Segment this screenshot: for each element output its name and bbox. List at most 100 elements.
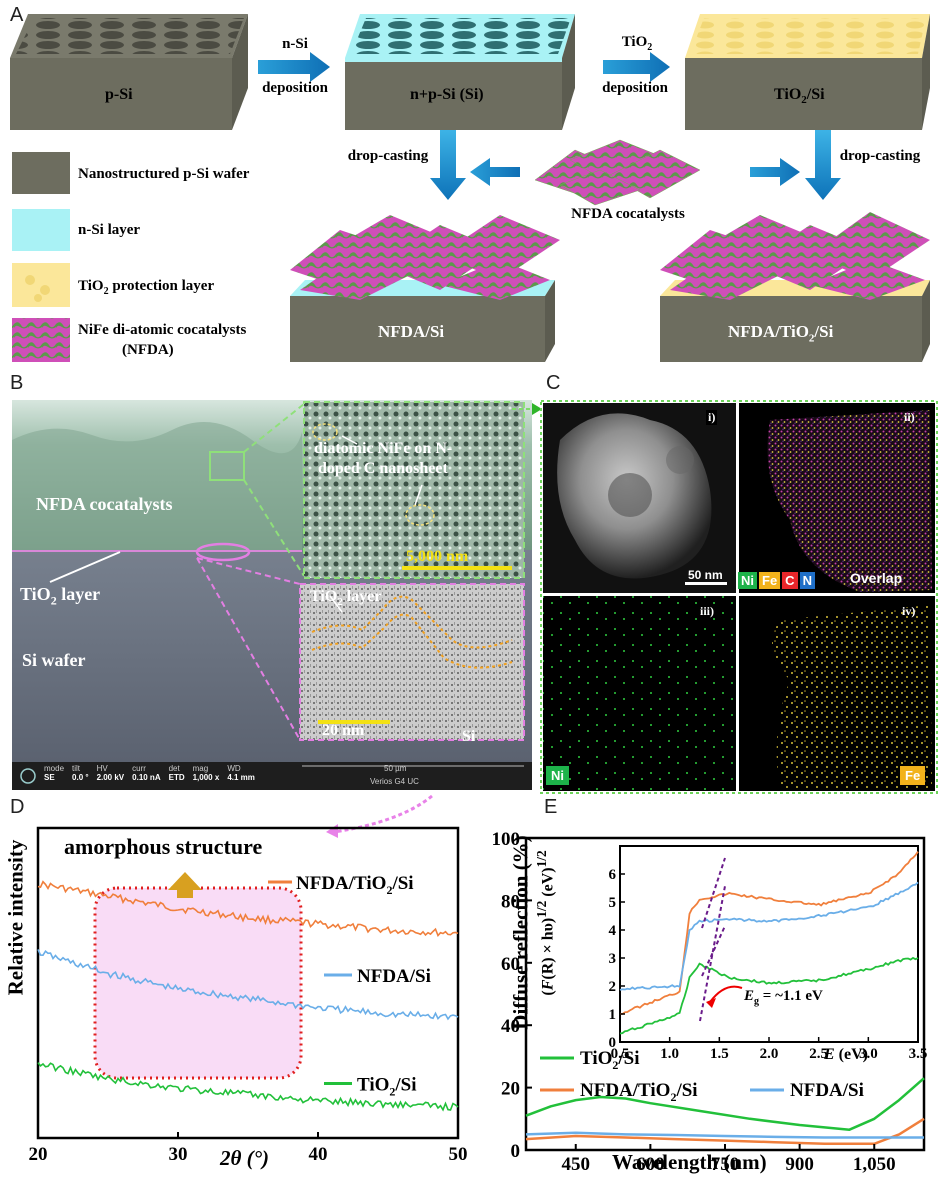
d-xtick-label: 50 <box>449 1144 468 1165</box>
inset-series-line <box>619 881 919 991</box>
inset-xlabel: E (eV) <box>824 1046 868 1063</box>
tile-i-label: i) <box>706 410 718 425</box>
d-xtick-label: 20 <box>29 1144 48 1165</box>
inset-ylabel: (F(R) × hυ)1/2 (eV)1/2 <box>534 850 557 996</box>
legend-swatch-nsi <box>12 209 70 251</box>
e-xtick-label: 900 <box>785 1154 814 1175</box>
element-legend: Ni Fe C N <box>738 572 815 589</box>
e-legend-label: TiO2/Si <box>580 1048 640 1072</box>
d-xtick-label: 40 <box>309 1144 328 1165</box>
inset-sem-top <box>303 401 525 579</box>
arrow-cat-right <box>750 158 800 186</box>
tile-ii-overlap: Overlap <box>850 570 903 586</box>
tile-i-scale: 50 nm <box>688 568 723 582</box>
arrow-nsi <box>258 52 330 82</box>
e-ytick-label: 80 <box>501 891 520 912</box>
sem-field-mode: mode SE <box>44 764 65 782</box>
d-legend-label: NFDA/Si <box>357 966 431 987</box>
e-ytick-label: 40 <box>501 1016 520 1037</box>
inset-top-line1: diatomic NiFe on N- <box>314 440 453 457</box>
label-tio2-layer: TiO2 layer <box>20 584 101 608</box>
block-nfda-tio2-si <box>660 212 930 362</box>
e-ytick-label: 60 <box>501 954 520 975</box>
inset-xtick-label: 1.5 <box>710 1046 729 1062</box>
e-xlabel: Wavelength (nm) <box>612 1150 767 1174</box>
sem-instrument: Verios G4 UC <box>370 777 419 786</box>
arrow-tio2-top: TiO2 <box>621 34 653 53</box>
dropcast-left-label: drop-casting <box>347 148 429 164</box>
sem-field-mag: mag 1,000 x <box>192 764 220 782</box>
inset-ytick-label: 1 <box>609 1007 617 1023</box>
element-ni: Ni <box>738 572 757 589</box>
element-fe: Fe <box>759 572 781 589</box>
d-series-line <box>37 880 459 938</box>
inset-ytick-label: 5 <box>609 895 617 911</box>
tile-iv-label: iv) <box>902 604 916 618</box>
e-ytick-label: 20 <box>501 1079 520 1100</box>
e-legend-label: NFDA/Si <box>790 1080 864 1101</box>
label-tio2-si: TiO2/Si <box>774 86 825 107</box>
catalyst-cluster <box>534 139 701 206</box>
block-p-si <box>10 14 248 130</box>
tile-ii-label: ii) <box>904 410 915 424</box>
e-xtick-label: 1,050 <box>853 1154 896 1175</box>
legend-swatch-tio2 <box>12 263 70 307</box>
inset-ytick-label: 4 <box>609 923 617 939</box>
tile-iv-element: Fe <box>900 766 926 785</box>
arrow-tio2-bottom: deposition <box>602 80 668 96</box>
arrow-nsi-top: n-Si <box>282 36 308 52</box>
panel-a-schematic <box>10 14 930 362</box>
arrow-drop-right <box>805 130 841 200</box>
inset-top-scale: 5,000 nm <box>406 548 469 565</box>
inset-ytick-label: 0 <box>609 1035 617 1051</box>
inset-bottom-si: Si <box>462 728 476 745</box>
tio2-pointer-arrow <box>49 551 121 583</box>
sem-field-wd: WD 4.1 mm <box>227 764 255 782</box>
e-ylabel: Diffuse reflection (%) <box>508 835 533 1030</box>
inset-xtick-label: 3.0 <box>859 1046 878 1062</box>
sem-scale-label: 50 µm <box>384 764 407 773</box>
panel-label-d: D <box>10 796 25 818</box>
sem-field-det: det ETD <box>168 764 185 782</box>
tile-ni <box>543 596 736 791</box>
inset-series-line <box>619 851 919 1015</box>
catalyst-label: NFDA cocatalysts <box>571 206 685 222</box>
sem-info-bar: mode SE tilt 0.0 ° HV 2.00 kV curr 0.10 nA d… <box>44 764 255 782</box>
panel-label-e: E <box>544 796 558 818</box>
d-series-line <box>37 1062 459 1112</box>
inset-xtick-label: 0.5 <box>611 1046 630 1062</box>
sem-field-tilt: tilt 0.0 ° <box>72 764 89 782</box>
panel-label-b: B <box>10 372 24 394</box>
panel-c-eds-maps <box>540 400 938 794</box>
inset-ytick-label: 2 <box>609 979 617 995</box>
legend-nfda: NiFe di-atomic cocatalysts <box>78 322 247 338</box>
e-ytick-label: 0 <box>511 1141 521 1162</box>
panel-label-a: A <box>10 4 24 26</box>
element-n: N <box>799 572 815 589</box>
sem-field-curr: curr 0.10 nA <box>132 764 161 782</box>
e-xtick-label: 750 <box>711 1154 740 1175</box>
d-legend-label: TiO2/Si <box>357 1075 417 1099</box>
legend-tio2: TiO2 protection layer <box>78 278 215 297</box>
label-nfda-si: NFDA/Si <box>378 322 445 341</box>
e-series-line <box>525 1077 925 1131</box>
legend-psi: Nanostructured p-Si wafer <box>78 166 250 182</box>
label-npsi: n+p-Si (Si) <box>410 86 484 103</box>
inset-bottom-scale: 20 nm <box>322 722 365 739</box>
inset-series-line <box>619 956 919 1035</box>
sem-field-hv: HV 2.00 kV <box>96 764 125 782</box>
block-nfda-si <box>290 215 560 362</box>
d-ylabel: Relative intensity <box>3 839 28 996</box>
e-ytick-label: 100 <box>492 829 521 850</box>
arrow-cat-left <box>470 158 520 186</box>
dropcast-right-label: drop-casting <box>839 148 921 164</box>
zoom-ellipse-pink <box>195 542 251 562</box>
label-si-wafer: Si wafer <box>22 650 86 670</box>
label-cocatalysts: NFDA cocatalysts <box>36 494 173 514</box>
inset-top-line2: doped C nanosheet <box>318 460 448 477</box>
e-xtick-label: 450 <box>562 1154 591 1175</box>
block-tio2-si <box>685 14 930 130</box>
amorphous-annotation: amorphous structure <box>64 834 263 859</box>
inset-xtick-label: 1.0 <box>660 1046 679 1062</box>
element-c: C <box>782 572 798 589</box>
